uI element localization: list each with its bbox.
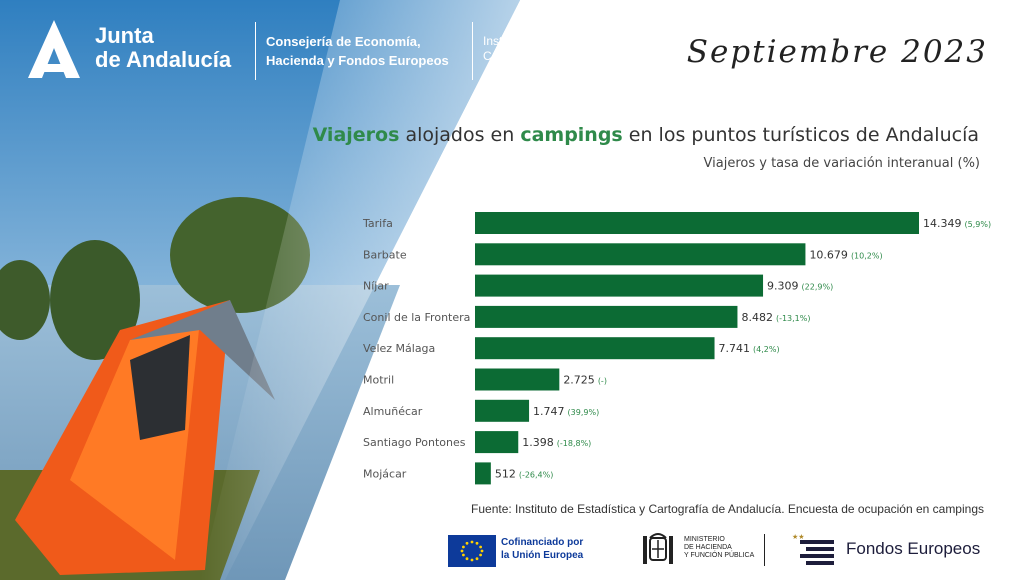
- spain-coat-of-arms-icon: [643, 533, 673, 564]
- eu-flag-icon: [448, 535, 496, 567]
- value-label: 1.398 (-18,8%): [522, 436, 591, 449]
- value-number: 10.679: [809, 248, 848, 261]
- bar: [475, 274, 764, 297]
- category-label: Níjar: [363, 280, 389, 293]
- variation-label: (-): [598, 377, 607, 386]
- bar: [475, 462, 491, 485]
- variation-label: (39,9%): [568, 408, 600, 417]
- value-number: 9.309: [767, 280, 799, 293]
- variation-label: (22,9%): [802, 283, 834, 292]
- consejeria-line2: Hacienda y Fondos Europeos: [266, 53, 449, 68]
- bar: [475, 399, 530, 422]
- category-label: Mojácar: [363, 467, 407, 480]
- variation-label: (-26,4%): [519, 470, 554, 479]
- category-label: Santiago Pontones: [363, 436, 466, 449]
- svg-text:★★: ★★: [792, 533, 805, 541]
- title-word-viajeros: Viajeros: [312, 124, 400, 146]
- fondos-europeos-icon: ★★: [792, 533, 834, 565]
- title-part2: alojados en: [399, 124, 521, 146]
- category-label: Barbate: [363, 248, 407, 261]
- category-label: Tarifa: [362, 217, 393, 230]
- category-label: Almuñécar: [363, 405, 423, 418]
- value-label: 14.349 (5,9%): [923, 217, 991, 230]
- title-word-campings: campings: [520, 124, 623, 146]
- ministry-line3: Y FUNCIÓN PÚBLICA: [684, 552, 755, 559]
- variation-label: (-13,1%): [776, 314, 811, 323]
- consejeria-label: Consejería de Economía, Hacienda y Fondo…: [266, 32, 449, 70]
- instituto-line2: Cartografía de Andalucía: [483, 49, 616, 63]
- variation-label: (10,2%): [851, 251, 883, 260]
- value-number: 1.398: [522, 436, 554, 449]
- ministry-line1: MINISTERIO: [684, 536, 725, 543]
- variation-label: (-18,8%): [557, 439, 592, 448]
- value-label: 7.741 (4,2%): [719, 342, 780, 355]
- chart-title: Viajeros alojados en campings en los pun…: [313, 124, 979, 146]
- value-label: 10.679 (10,2%): [809, 248, 882, 261]
- value-label: 1.747 (39,9%): [533, 405, 599, 418]
- source-note: Fuente: Instituto de Estadística y Carto…: [471, 502, 984, 516]
- bar: [475, 431, 519, 454]
- bar: [475, 212, 919, 234]
- instituto-label: Instituto de Estadística y Cartografía d…: [483, 34, 616, 64]
- bar: [475, 368, 560, 391]
- value-number: 1.747: [533, 405, 565, 418]
- category-label: Velez Málaga: [363, 342, 435, 355]
- value-label: 2.725 (-): [563, 374, 607, 387]
- value-number: 14.349: [923, 217, 962, 230]
- value-number: 512: [495, 467, 516, 480]
- value-number: 7.741: [719, 342, 751, 355]
- eu-cofinanciado-label: Cofinanciado por la Unión Europea: [501, 536, 583, 562]
- bar: [475, 305, 738, 328]
- header-divider: [472, 22, 473, 80]
- eu-line1: Cofinanciado por: [501, 537, 584, 548]
- value-number: 2.725: [563, 374, 595, 387]
- ministry-label: MINISTERIO DE HACIENDA Y FUNCIÓN PÚBLICA: [684, 536, 754, 560]
- bar: [475, 337, 715, 360]
- title-part4: en los puntos turísticos de Andalucía: [622, 124, 979, 146]
- chart-subtitle: Viajeros y tasa de variación interanual …: [703, 156, 980, 171]
- eu-line2: la Unión Europea: [501, 550, 584, 561]
- footer-logos: Cofinanciado por la Unión Europea MINIST…: [448, 528, 1008, 572]
- value-label: 9.309 (22,9%): [767, 280, 833, 293]
- value-label: 8.482 (-13,1%): [741, 311, 810, 324]
- junta-logo-icon: [28, 20, 80, 78]
- instituto-line1: Instituto de Estadística y: [483, 34, 614, 48]
- brand-name-line1: Junta: [95, 23, 154, 48]
- bar: [475, 243, 806, 266]
- variation-label: (5,9%): [965, 220, 992, 229]
- ministry-line2: DE HACIENDA: [684, 544, 732, 551]
- brand-name-line2: de Andalucía: [95, 47, 232, 72]
- fondos-europeos-label: Fondos Europeos: [846, 539, 981, 558]
- consejeria-line1: Consejería de Economía,: [266, 34, 421, 49]
- value-label: 512 (-26,4%): [495, 467, 554, 480]
- header-divider: [255, 22, 256, 80]
- variation-label: (4,2%): [753, 345, 780, 354]
- category-label: Motril: [363, 374, 394, 387]
- month-label: Septiembre 2023: [686, 34, 988, 70]
- value-number: 8.482: [741, 311, 773, 324]
- category-label: Conil de la Frontera: [363, 311, 470, 324]
- footer-divider: [764, 534, 765, 566]
